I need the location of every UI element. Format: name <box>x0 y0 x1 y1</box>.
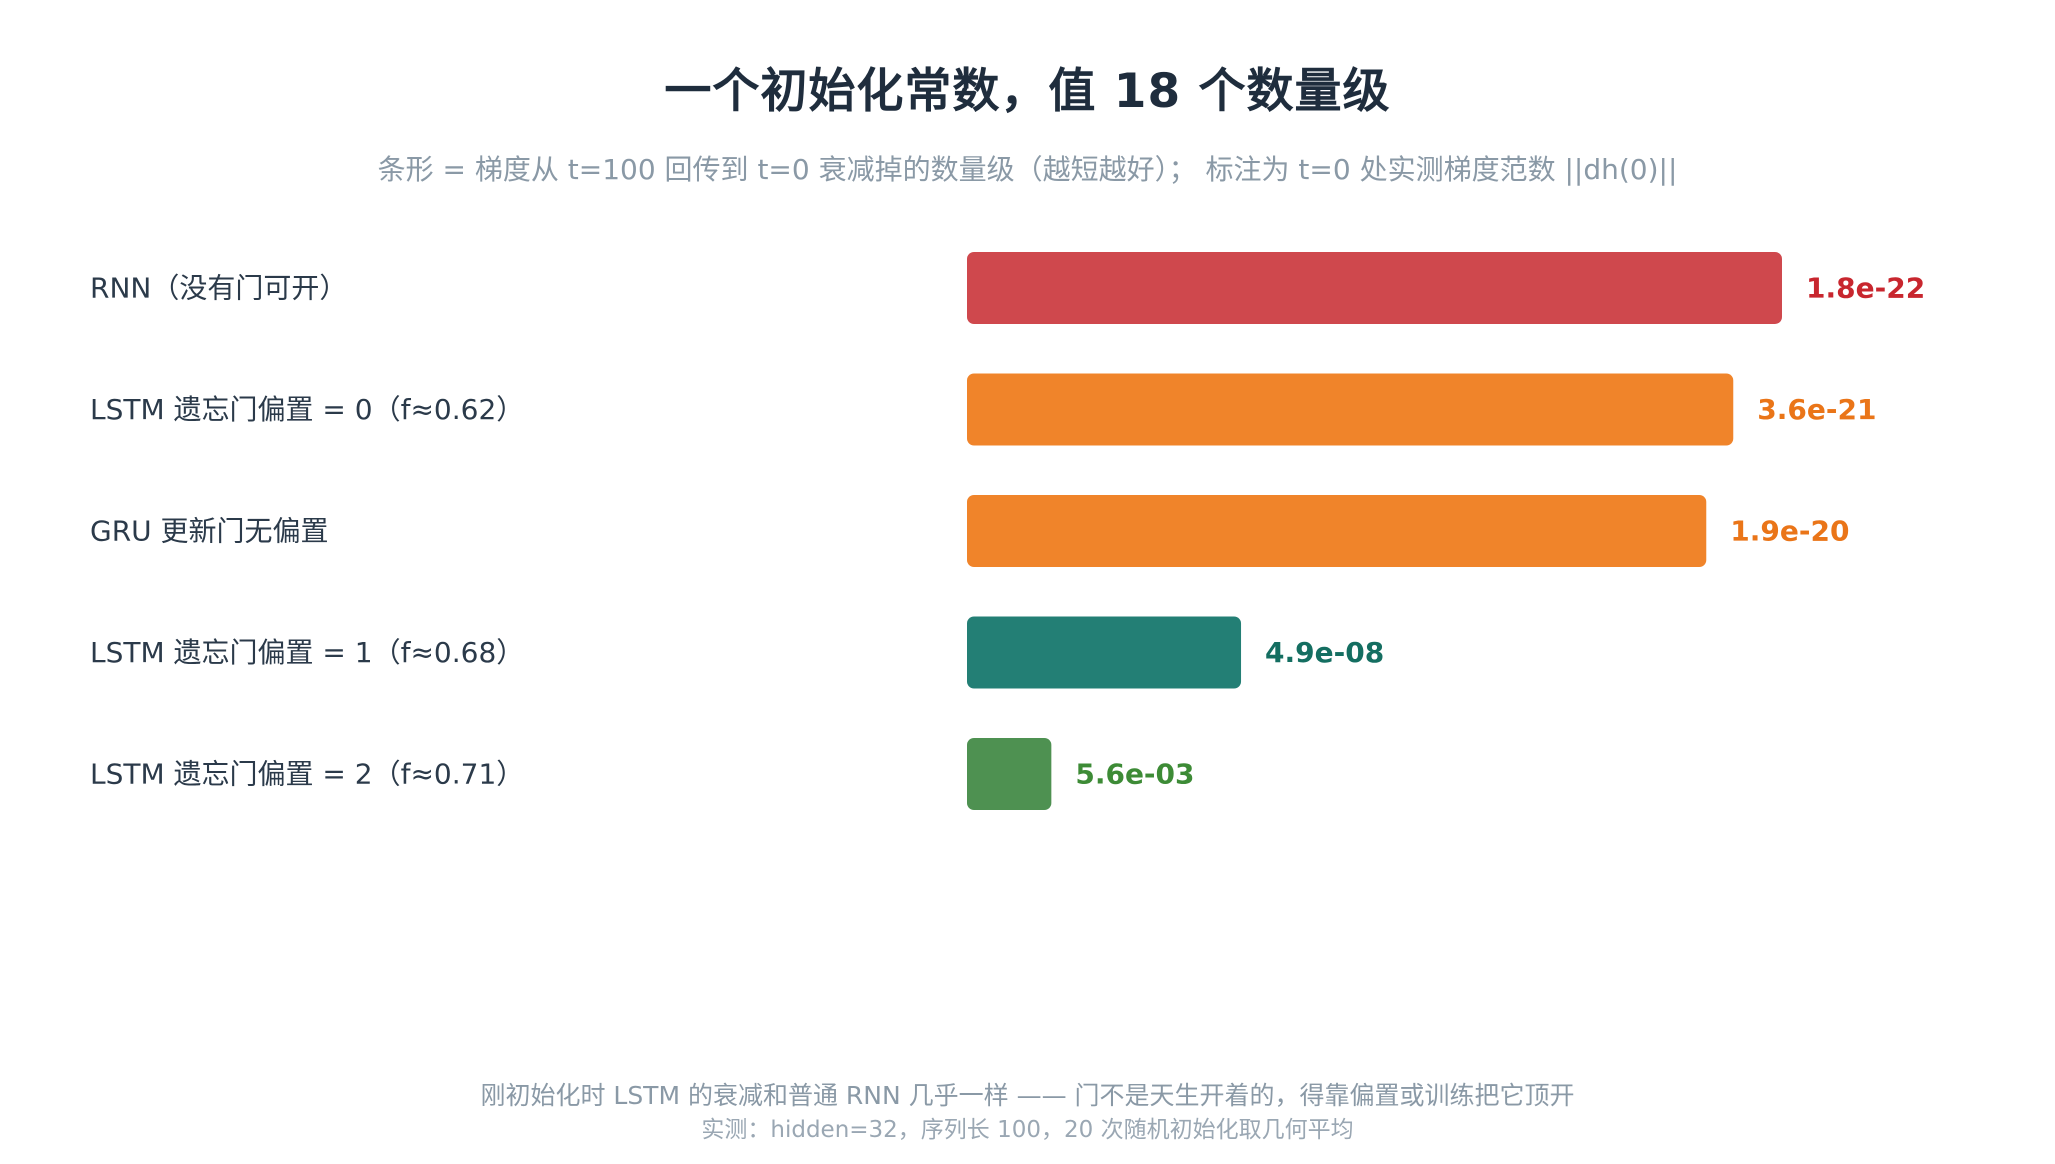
category-label: LSTM 遗忘门偏置 = 2（f≈0.71） <box>90 758 524 791</box>
footer-note: 刚初始化时 LSTM 的衰减和普通 RNN 几乎一样 —— 门不是天生开着的，得… <box>480 1081 1575 1110</box>
value-label: 3.6e-21 <box>1757 393 1876 426</box>
bar <box>967 616 1242 689</box>
bar <box>967 495 1707 567</box>
value-label: 1.8e-22 <box>1806 272 1925 305</box>
category-label: LSTM 遗忘门偏置 = 0（f≈0.62） <box>90 393 524 426</box>
chart-title: 一个初始化常数，值 18 个数量级 <box>664 64 1391 119</box>
chart-subtitle: 条形 = 梯度从 t=100 回传到 t=0 衰减掉的数量级（越短越好）； 标注… <box>377 153 1678 186</box>
bar <box>967 738 1052 810</box>
value-label: 4.9e-08 <box>1265 636 1384 669</box>
value-label: 1.9e-20 <box>1730 515 1849 548</box>
value-label: 5.6e-03 <box>1075 758 1194 791</box>
bar <box>967 373 1734 446</box>
category-label: LSTM 遗忘门偏置 = 1（f≈0.68） <box>90 636 524 669</box>
bar <box>967 252 1782 324</box>
category-label: GRU 更新门无偏置 <box>90 515 329 548</box>
footer-sub: 实测：hidden=32，序列长 100，20 次随机初始化取几何平均 <box>701 1117 1354 1143</box>
category-label: RNN（没有门可开） <box>90 272 347 305</box>
